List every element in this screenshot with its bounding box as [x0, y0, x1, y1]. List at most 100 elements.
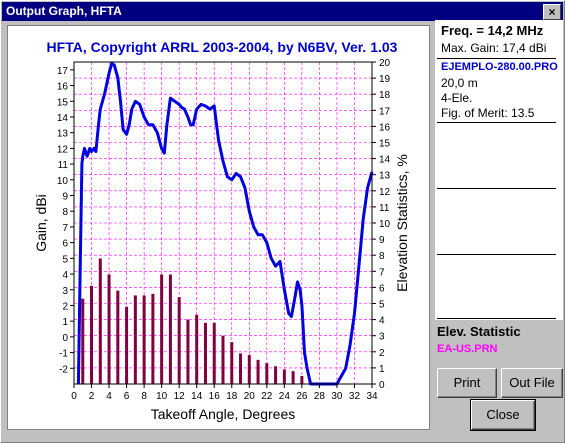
x-tick-label: 6	[124, 391, 130, 402]
x-tick-label: 18	[226, 391, 238, 402]
y2-tick-label: 8	[379, 251, 385, 262]
y-tick-label: 2	[62, 301, 68, 312]
elevation-bar	[239, 353, 243, 384]
gain-line	[76, 62, 374, 386]
chart-grid	[73, 61, 373, 385]
elev-statistic-label: Elev. Statistic	[437, 324, 521, 339]
y2-axis-label: Elevation Statistics, %	[394, 154, 410, 292]
y2-tick-label: 9	[379, 235, 385, 246]
y-tick-label: 17	[57, 66, 69, 77]
frequency-label: Freq. = 14,2 MHz	[441, 23, 544, 38]
y-tick-label: 6	[62, 239, 68, 250]
x-tick-label: 8	[141, 391, 147, 402]
y-tick-label: 7	[62, 223, 68, 234]
y2-tick-label: 14	[379, 155, 391, 166]
y2-tick-label: 16	[379, 122, 391, 133]
elevation-bar	[168, 274, 172, 384]
elev-statistic-file: EA-US.PRN	[437, 343, 498, 355]
x-tick-label: 16	[209, 391, 221, 402]
elevation-bar	[256, 359, 260, 384]
elevation-bar	[81, 298, 85, 384]
separator	[437, 318, 556, 319]
x-tick-label: 10	[156, 391, 168, 402]
x-tick-label: 30	[331, 391, 343, 402]
plot-panel: HFTA, Copyright ARRL 2003-2004, by N6BV,…	[7, 25, 430, 430]
y2-tick-label: 20	[379, 58, 391, 69]
y2-tick-label: 12	[379, 187, 391, 198]
window-close-icon[interactable]: ×	[543, 4, 561, 20]
x-tick-label: 28	[314, 391, 326, 402]
elevation-bar	[116, 290, 120, 384]
elevation-bar	[160, 274, 164, 384]
elevation-bar	[90, 285, 94, 384]
elevation-bar	[212, 322, 216, 384]
y2-tick-label: 13	[379, 171, 391, 182]
y2-tick-label: 6	[379, 283, 385, 294]
x-tick-label: 22	[261, 391, 273, 402]
x-tick-label: 32	[349, 391, 361, 402]
y-axis-label: Gain, dBi	[33, 194, 49, 252]
x-tick-label: 24	[279, 391, 291, 402]
chart-title: HFTA, Copyright ARRL 2003-2004, by N6BV,…	[47, 39, 398, 55]
y2-tick-label: 17	[379, 106, 391, 117]
elevation-bar	[247, 355, 251, 384]
y-tick-label: -2	[59, 364, 68, 375]
print-button[interactable]: Print	[437, 368, 497, 398]
x-tick-label: 20	[244, 391, 256, 402]
y-tick-label: 14	[57, 113, 69, 124]
elevation-bar	[142, 295, 146, 384]
elevation-bar	[98, 258, 102, 384]
y-tick-label: -1	[59, 349, 68, 360]
antenna-file-name: EJEMPLO-280.00.PRO	[441, 61, 558, 73]
y-tick-label: 4	[62, 270, 68, 281]
y-tick-label: 15	[57, 97, 69, 108]
x-tick-label: 4	[106, 391, 112, 402]
y-tick-label: 10	[57, 176, 69, 187]
elevation-bar	[125, 306, 129, 384]
elevation-bar	[265, 363, 269, 384]
antenna-elements: 4-Ele.	[441, 91, 473, 105]
y2-tick-label: 5	[379, 300, 385, 311]
y-tick-label: 0	[62, 333, 68, 344]
x-tick-label: 26	[296, 391, 308, 402]
y2-tick-label: 1	[379, 364, 385, 375]
max-gain-label: Max. Gain: 17,4 dBi	[441, 41, 547, 55]
separator	[437, 58, 556, 59]
elevation-bar	[195, 314, 199, 384]
y2-tick-label: 4	[379, 316, 385, 327]
out-file-button[interactable]: Out File	[501, 368, 563, 398]
y-tick-label: 12	[57, 144, 69, 155]
elevation-bar	[291, 371, 295, 384]
y-tick-label: 8	[62, 207, 68, 218]
elevation-bar	[230, 342, 234, 384]
separator	[437, 254, 556, 255]
elevation-bars	[81, 258, 304, 384]
y-tick-label: 3	[62, 286, 68, 297]
title-bar: Output Graph, HFTA ×	[2, 2, 563, 21]
antenna-height: 20,0 m	[441, 76, 478, 90]
elevation-bar	[282, 369, 286, 384]
elevation-bar	[151, 293, 155, 384]
elevation-bar	[133, 295, 137, 384]
x-axis-label: Takeoff Angle, Degrees	[151, 406, 296, 422]
elevation-bar	[186, 319, 190, 384]
window-title: Output Graph, HFTA	[6, 4, 122, 18]
elevation-bar	[221, 335, 225, 384]
gain-elevation-chart: HFTA, Copyright ARRL 2003-2004, by N6BV,…	[33, 39, 410, 422]
y2-tick-label: 7	[379, 267, 385, 278]
y2-tick-label: 10	[379, 219, 391, 230]
x-tick-label: 14	[191, 391, 203, 402]
y-tick-label: 11	[58, 160, 69, 171]
y-tick-label: 13	[57, 129, 69, 140]
y-tick-label: 5	[62, 254, 68, 265]
y-tick-label: 9	[62, 192, 68, 203]
y2-tick-label: 19	[379, 74, 391, 85]
elevation-bar	[203, 322, 207, 384]
close-button[interactable]: Close	[470, 399, 536, 431]
y2-tick-label: 0	[379, 380, 385, 391]
y2-tick-label: 2	[379, 348, 385, 359]
x-tick-label: 12	[174, 391, 186, 402]
y2-tick-label: 3	[379, 332, 385, 343]
